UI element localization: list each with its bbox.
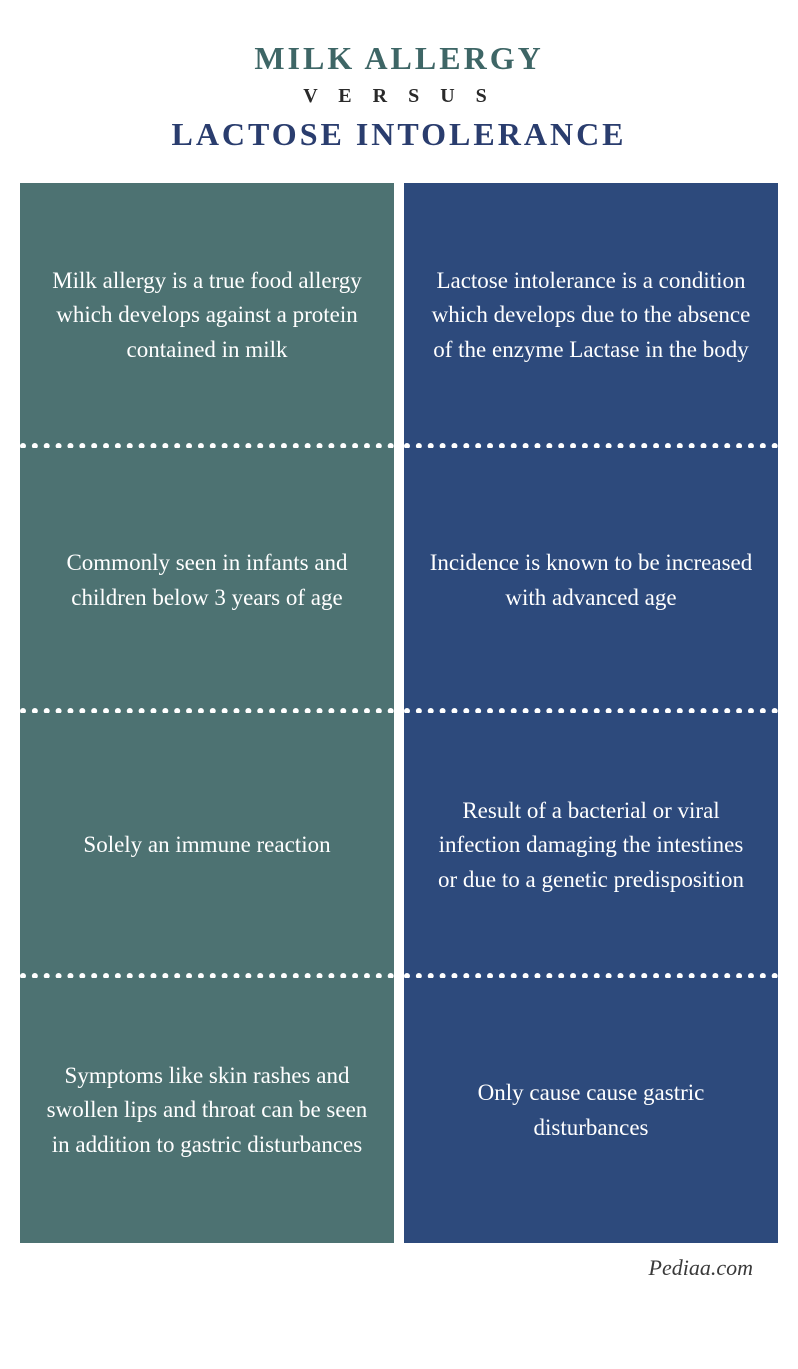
infographic-container: MILK ALLERGY V E R S U S LACTOSE INTOLER… — [0, 0, 798, 1301]
cell-text: Only cause cause gastric disturbances — [429, 1076, 753, 1145]
right-column: Lactose intolerance is a condition which… — [404, 183, 778, 1243]
cell-text: Solely an immune reaction — [83, 828, 330, 863]
cell-text: Lactose intolerance is a condition which… — [429, 264, 753, 368]
cell-text: Commonly seen in infants and children be… — [45, 546, 369, 615]
left-column: Milk allergy is a true food allergy whic… — [20, 183, 394, 1243]
right-cell-age: Incidence is known to be increased with … — [404, 448, 778, 713]
header: MILK ALLERGY V E R S U S LACTOSE INTOLER… — [20, 40, 778, 153]
left-cell-symptoms: Symptoms like skin rashes and swollen li… — [20, 978, 394, 1243]
right-cell-symptoms: Only cause cause gastric disturbances — [404, 978, 778, 1243]
title-right: LACTOSE INTOLERANCE — [20, 116, 778, 153]
left-cell-age: Commonly seen in infants and children be… — [20, 448, 394, 713]
cell-text: Milk allergy is a true food allergy whic… — [45, 264, 369, 368]
footer-credit: Pediaa.com — [20, 1255, 778, 1281]
title-left: MILK ALLERGY — [20, 40, 778, 77]
cell-text: Result of a bacterial or viral infection… — [429, 794, 753, 898]
right-cell-definition: Lactose intolerance is a condition which… — [404, 183, 778, 448]
comparison-columns: Milk allergy is a true food allergy whic… — [20, 183, 778, 1243]
left-cell-cause: Solely an immune reaction — [20, 713, 394, 978]
left-cell-definition: Milk allergy is a true food allergy whic… — [20, 183, 394, 448]
versus-text: V E R S U S — [20, 85, 778, 108]
right-cell-cause: Result of a bacterial or viral infection… — [404, 713, 778, 978]
cell-text: Incidence is known to be increased with … — [429, 546, 753, 615]
cell-text: Symptoms like skin rashes and swollen li… — [45, 1059, 369, 1163]
